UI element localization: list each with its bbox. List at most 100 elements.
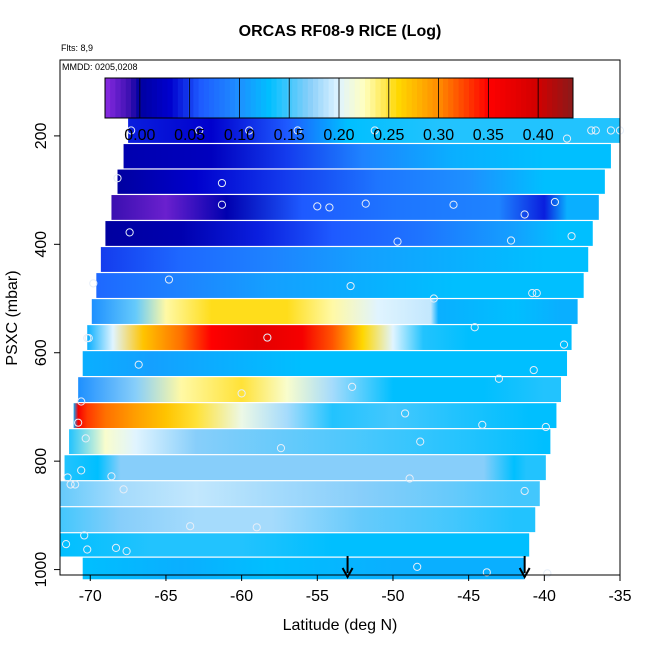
x-tick-label: -45 [457,588,480,605]
observation-point [61,540,71,549]
colorbar-segment [489,78,496,118]
colorbar-segment [354,78,361,118]
colorbar-segment [115,78,122,118]
colorbar-segment [157,78,163,118]
x-tick-label: -50 [381,588,404,605]
colorbar-segment [250,78,257,118]
colorbar-segment [245,78,252,118]
colorbar-segment [110,78,116,118]
colorbar-segment [401,78,408,118]
latitude-marker-arrowhead [341,567,354,580]
heatmap-band [91,299,578,324]
colorbar-segment [198,78,205,118]
x-axis-label: Latitude (deg N) [283,617,398,634]
colorbar-segment [344,78,350,118]
colorbar-segment [411,78,418,118]
x-axis: -70 -65 -60 -55 -50 -45 -40 -35 [79,575,632,605]
colorbar-segment [297,78,304,118]
observation-point [84,334,93,343]
observation-point [195,126,204,135]
heatmap-band [73,403,557,429]
heatmap-band [82,351,568,376]
observation-point [186,522,195,531]
observation-point [89,279,98,288]
colorbar-segment [120,78,127,118]
observation-point [245,126,254,135]
colorbar-segment [229,78,236,118]
observation-point [237,389,246,398]
observation-point [562,134,572,143]
colorbar-segment [177,78,184,118]
observation-point [83,545,92,554]
colorbar-segment [562,78,569,118]
colorbar-tick-label: 0.20 [323,127,354,144]
heatmap-band [82,557,525,580]
observation-point [77,397,86,406]
colorbar-segment [323,78,330,118]
colorbar-segment [219,78,226,118]
observation-point [125,228,134,237]
colorbar-segment [131,78,137,118]
heatmap-band [64,455,546,481]
observation-point [71,480,80,489]
colorbar-segment [359,78,366,118]
observation-point [217,200,227,209]
colorbar-segment [193,78,200,118]
colorbar-segment [203,78,210,118]
colorbar-segment [125,78,132,118]
colorbar-segment [406,78,413,118]
observation-point [528,289,537,298]
colorbar-segment [255,78,262,118]
colorbar-segment [417,78,423,118]
colorbar-segment [281,78,288,118]
colorbar-segment [167,78,174,118]
observation-point [494,374,504,383]
colorbar-segment [240,78,246,118]
observation-points [61,126,625,578]
observation-point [506,236,516,245]
y-tick-label: 600 [33,339,50,366]
observation-point [478,420,487,429]
observation-point [550,197,560,207]
observation-point [405,474,414,483]
observation-point [119,485,128,494]
colorbar-segment [557,78,564,118]
x-tick-label: -65 [154,588,177,605]
observation-point [74,418,83,427]
observation-point [276,444,286,453]
colorbar-segment [437,78,444,118]
colorbar-tick-label: 0.10 [224,127,255,144]
colorbar-segment [183,78,189,118]
heatmap-band [87,325,572,350]
colorbar-segment [318,78,324,118]
observation-point [470,323,479,332]
colorbar-segment [505,78,512,118]
colorbar-tick-label: 0.05 [174,127,205,144]
colorbar-segment [375,78,382,118]
colorbar-segment [479,78,486,118]
colorbar-tick-label: 0.25 [373,127,404,144]
observation-point [591,126,600,135]
colorbar-segment [432,78,439,118]
x-tick-label: -60 [230,588,253,605]
heatmap-band [123,144,611,169]
colorbar-segment [235,78,241,118]
flights-annotation: Flts: 8,9 [61,43,93,53]
latitude-markers [341,556,531,580]
colorbar-segment [422,78,428,118]
colorbar-segment [427,78,434,118]
colorbar: 0.00 0.05 0.10 0.15 0.20 0.25 0.30 0.35 0.40 [104,77,574,144]
colorbar-segment [261,78,267,118]
colorbar-segment [209,78,215,118]
observation-point [252,523,261,532]
colorbar-segment [339,78,345,118]
observation-point [127,126,136,135]
heatmap-band [96,273,584,298]
heatmap-band [128,118,621,143]
colorbar-segment [443,78,449,118]
observation-point [532,289,541,298]
observation-point [66,480,75,489]
colorbar-segment [266,78,272,118]
observation-point [541,422,550,432]
observation-point [325,203,334,212]
